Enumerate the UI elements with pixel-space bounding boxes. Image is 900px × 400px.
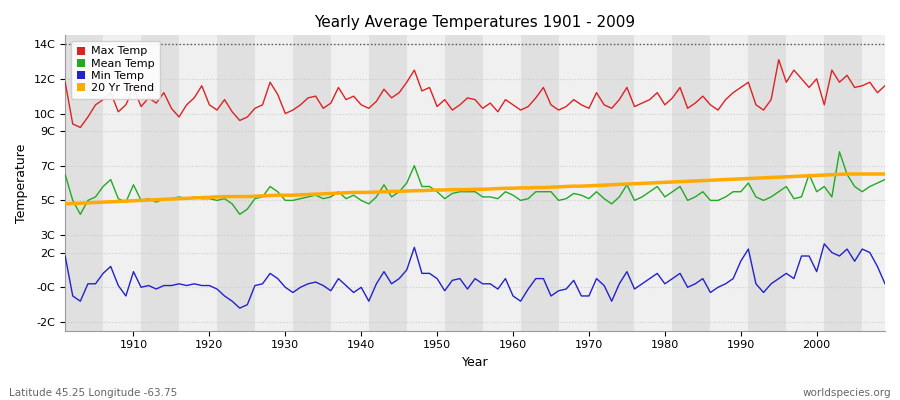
Bar	[217, 35, 255, 331]
Bar	[710, 35, 749, 331]
Bar	[787, 35, 824, 331]
Bar	[824, 35, 862, 331]
Bar	[369, 35, 407, 331]
Bar	[407, 35, 445, 331]
Legend: Max Temp, Mean Temp, Min Temp, 20 Yr Trend: Max Temp, Mean Temp, Min Temp, 20 Yr Tre…	[71, 41, 160, 99]
Bar	[292, 35, 331, 331]
Bar	[634, 35, 672, 331]
Bar	[482, 35, 520, 331]
Text: Latitude 45.25 Longitude -63.75: Latitude 45.25 Longitude -63.75	[9, 388, 177, 398]
Bar	[520, 35, 559, 331]
Bar	[141, 35, 179, 331]
Bar	[445, 35, 482, 331]
Bar	[255, 35, 292, 331]
Bar	[65, 35, 104, 331]
Bar	[672, 35, 710, 331]
Bar	[597, 35, 634, 331]
Text: worldspecies.org: worldspecies.org	[803, 388, 891, 398]
Bar	[862, 35, 900, 331]
Title: Yearly Average Temperatures 1901 - 2009: Yearly Average Temperatures 1901 - 2009	[314, 15, 635, 30]
Bar	[559, 35, 597, 331]
Bar	[104, 35, 141, 331]
Bar	[179, 35, 217, 331]
Y-axis label: Temperature: Temperature	[15, 143, 28, 223]
Bar	[331, 35, 369, 331]
Bar	[749, 35, 787, 331]
X-axis label: Year: Year	[462, 356, 489, 369]
